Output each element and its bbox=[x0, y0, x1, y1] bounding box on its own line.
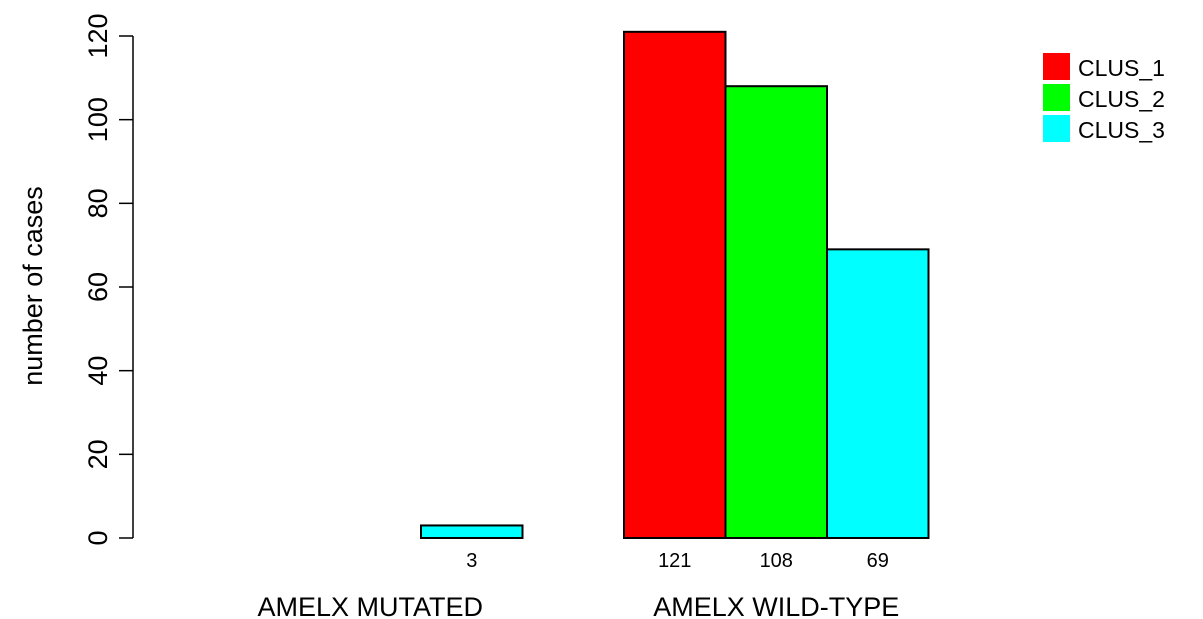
bar-clus_1 bbox=[623, 30, 727, 539]
legend-label: CLUS_1 bbox=[1078, 55, 1165, 81]
y-tick-label: 100 bbox=[83, 97, 113, 142]
y-axis-label: number of cases bbox=[18, 186, 48, 386]
y-tick-label: 80 bbox=[83, 188, 113, 218]
legend-swatch-clus_1 bbox=[1043, 53, 1070, 80]
y-tick-label: 40 bbox=[83, 356, 113, 386]
bar-value-label: 3 bbox=[466, 550, 477, 572]
y-tick-label: 60 bbox=[83, 272, 113, 302]
legend-swatch-clus_2 bbox=[1043, 84, 1070, 111]
x-category-label: AMELX WILD-TYPE bbox=[653, 592, 899, 619]
legend-label: CLUS_2 bbox=[1078, 86, 1165, 112]
bar-value-labels: 3 121 108 69 bbox=[466, 550, 889, 572]
y-axis: 0 20 40 60 80 100 120 bbox=[83, 13, 134, 546]
bar-value-label: 69 bbox=[867, 550, 889, 572]
y-tick-label: 20 bbox=[83, 439, 113, 469]
bar-clus_3 bbox=[420, 524, 524, 540]
bar-clus_2 bbox=[724, 85, 828, 539]
x-category-label: AMELX MUTATED bbox=[257, 592, 483, 619]
bar-clus_3 bbox=[826, 248, 930, 539]
legend-label: CLUS_3 bbox=[1078, 117, 1165, 143]
bar-value-label: 121 bbox=[658, 550, 691, 572]
bars-layer bbox=[420, 30, 930, 540]
legend: CLUS_1 CLUS_2 CLUS_3 bbox=[1043, 53, 1165, 143]
bar-value-label: 108 bbox=[760, 550, 793, 572]
legend-swatch-clus_3 bbox=[1043, 115, 1070, 142]
y-tick-label: 120 bbox=[83, 13, 113, 58]
y-tick-label: 0 bbox=[83, 530, 113, 545]
x-category-labels: AMELX MUTATED AMELX WILD-TYPE bbox=[257, 592, 899, 619]
